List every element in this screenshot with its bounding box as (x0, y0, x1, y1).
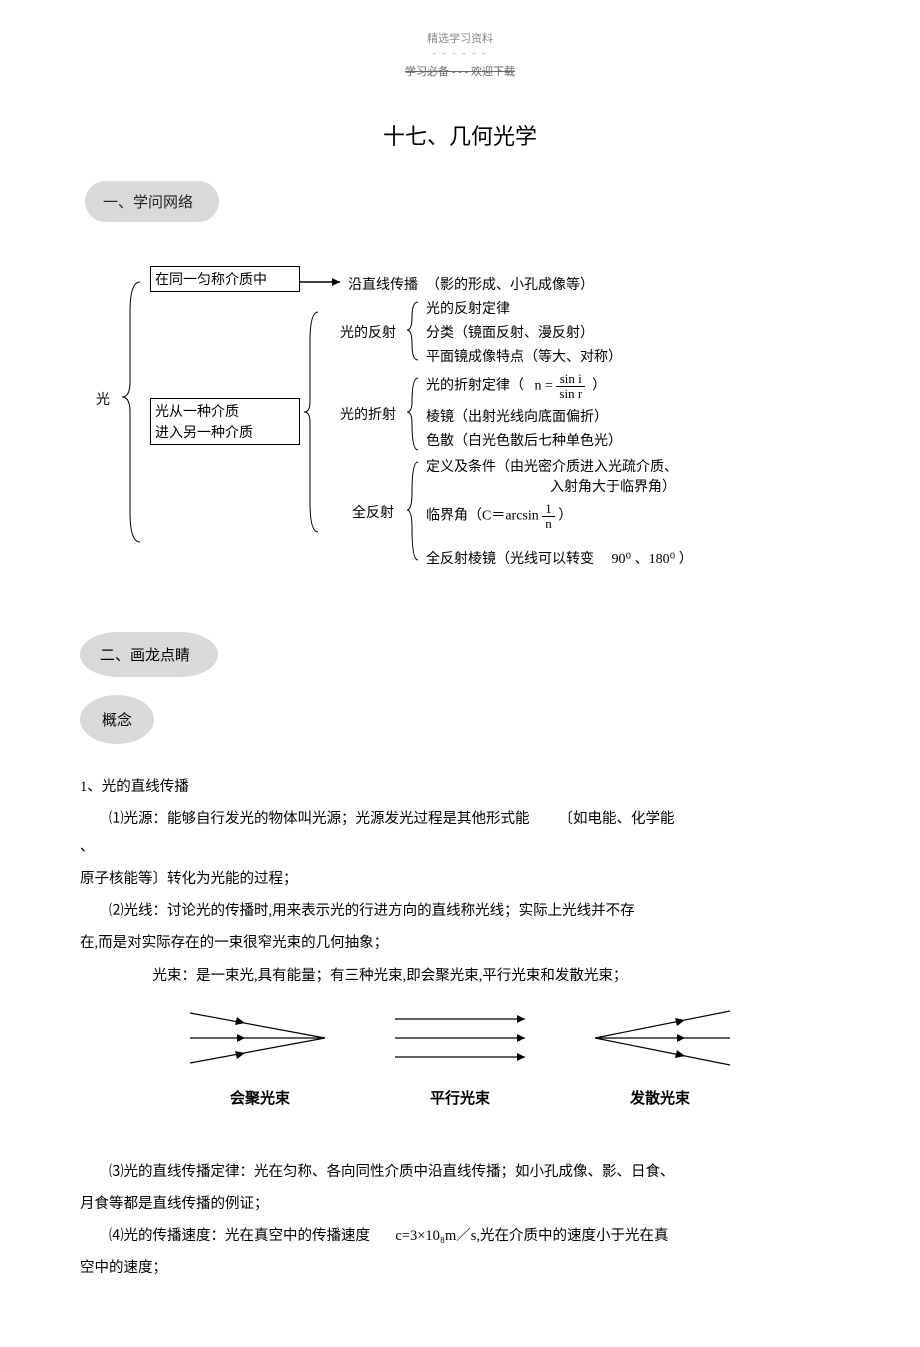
p1c: 、 (80, 834, 840, 860)
diagram-tir-crit: 临界角（C＝arcsin 1 n ） (426, 502, 572, 530)
diagram-refraction: 光的折射 (340, 404, 396, 424)
diagram-root: 光 (96, 389, 110, 409)
beam-diverging: 发散光束 (585, 1003, 735, 1113)
refract-law-pre: 光的折射定律（ (426, 378, 524, 393)
concept-blob: 概念 (80, 695, 154, 744)
para-2: 原子核能等〕转化为光能的过程； (80, 866, 840, 892)
para-1: ⑴光源：能够自行发光的物体叫光源；光源发光过程是其他形式能 〔如电能、化学能 (80, 806, 840, 832)
diagram-refraction-law: 光的折射定律（ n = sin i sin r ） (426, 372, 606, 400)
diagram-straight-detail: （影的形成、小孔成像等） (426, 274, 594, 294)
para-9: 空中的速度； (80, 1255, 840, 1281)
diagram-prism: 棱镜（出射光线向底面偏折） (426, 406, 608, 426)
header-dashes: - - - - - - (80, 48, 840, 59)
tir-prism-text: 全反射棱镜（光线可以转变 (426, 552, 594, 567)
beam1-label: 会聚光束 (185, 1086, 335, 1113)
p1b: 〔如电能、化学能 (559, 811, 675, 827)
para-4: 在,而是对实际存在的一束很窄光束的几何抽象； (80, 930, 840, 956)
refract-n: n = (535, 378, 553, 393)
diagram-reflection: 光的反射 (340, 322, 396, 342)
tir-crit-num: 1 (542, 502, 555, 517)
p8b: c=3×10₈m／s,光在介质中的速度小于光在真 (395, 1228, 668, 1244)
page-title: 十七、几何光学 (80, 119, 840, 151)
diagram-tir-prism: 全反射棱镜（光线可以转变 90⁰ 、180⁰ ） (426, 548, 693, 568)
converging-icon (185, 1003, 335, 1073)
refract-num: sin i (556, 372, 585, 387)
p8a: ⑷光的传播速度：光在真空中的传播速度 (80, 1223, 370, 1249)
tir-crit-fraction: 1 n (542, 502, 555, 530)
diagram-tir-cond2: 入射角大于临界角） (550, 476, 676, 496)
header-strike: 学习必备 - - - 欢迎下载 (80, 63, 840, 79)
body-text: 1、光的直线传播 ⑴光源：能够自行发光的物体叫光源；光源发光过程是其他形式能 〔… (80, 774, 840, 1281)
heading-1: 1、光的直线传播 (80, 774, 840, 800)
diagram-box-medium2: 进入另一种介质 (150, 420, 300, 445)
diagram-tir: 全反射 (352, 502, 394, 522)
diagram-reflection-mirror: 平面镜成像特点（等大、对称） (426, 346, 622, 366)
refract-fraction: sin i sin r (556, 372, 585, 400)
diverging-icon (585, 1003, 735, 1073)
beam3-label: 发散光束 (585, 1086, 735, 1113)
parallel-icon (385, 1003, 535, 1073)
diagram-reflection-types: 分类（镜面反射、漫反射） (426, 322, 594, 342)
p1a: ⑴光源：能够自行发光的物体叫光源；光源发光过程是其他形式能 (80, 806, 530, 832)
diagram-box-uniform: 在同一匀称介质中 (150, 266, 300, 292)
light-beams-figure: 会聚光束 平行光束 (80, 1003, 840, 1113)
para-6: ⑶光的直线传播定律：光在匀称、各向同性介质中沿直线传播；如小孔成像、影、日食、 (80, 1159, 840, 1185)
concept-diagram: 光 在同一匀称介质中 沿直线传播 （影的形成、小孔成像等） 光的反射 光的反射定… (80, 252, 840, 572)
tir-angles: 90⁰ 、180⁰ ） (612, 552, 693, 567)
diagram-dispersion: 色散（白光色散后七种单色光） (426, 430, 622, 450)
para-7: 月食等都是直线传播的例证； (80, 1191, 840, 1217)
para-8: ⑷光的传播速度：光在真空中的传播速度 c=3×10₈m／s,光在介质中的速度小于… (80, 1223, 840, 1249)
refract-law-post: ） (592, 378, 606, 393)
section-1-pill: 一、学问网络 (85, 181, 219, 222)
tir-crit-post: ） (558, 508, 572, 523)
tir-crit-pre: 临界角（C＝arcsin (426, 508, 539, 523)
para-3: ⑵光线：讨论光的传播时,用来表示光的行进方向的直线称光线；实际上光线并不存 (80, 898, 840, 924)
refract-den: sin r (556, 387, 585, 401)
diagram-tir-cond1: 定义及条件（由光密介质进入光疏介质、 (426, 456, 678, 476)
beam2-label: 平行光束 (385, 1086, 535, 1113)
header-source: 精选学习资料 (80, 30, 840, 46)
diagram-straight: 沿直线传播 (348, 274, 418, 294)
para-5: 光束：是一束光,具有能量；有三种光束,即会聚光束,平行光束和发散光束； (80, 963, 840, 989)
beam-converging: 会聚光束 (185, 1003, 335, 1113)
diagram-reflection-law: 光的反射定律 (426, 298, 510, 318)
section-2-pill: 二、画龙点睛 (80, 632, 218, 677)
beam-parallel: 平行光束 (385, 1003, 535, 1113)
tir-crit-den: n (542, 517, 555, 531)
